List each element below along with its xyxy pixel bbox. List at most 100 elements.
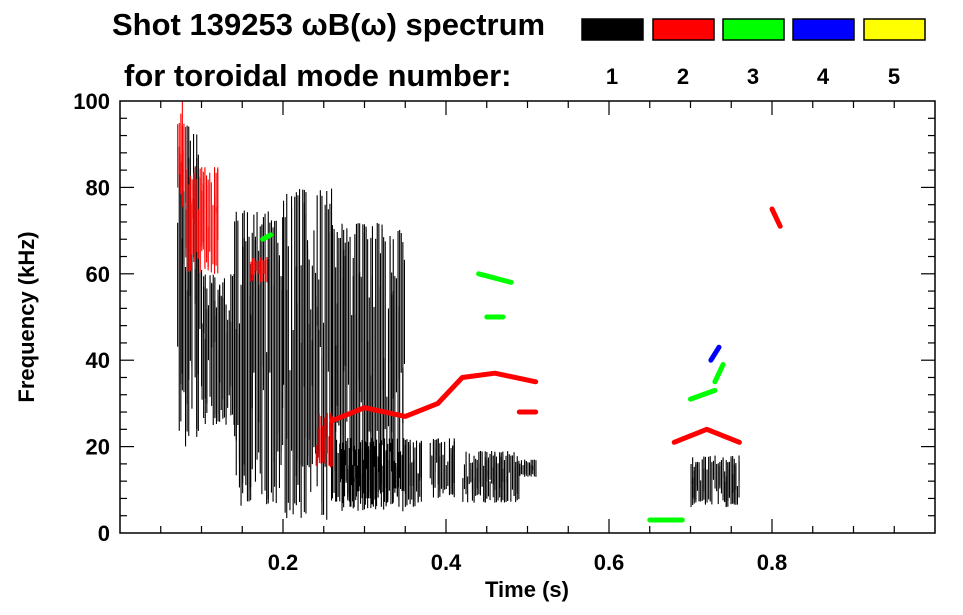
mode-1-stroke — [351, 315, 353, 486]
mode-2-stroke — [181, 101, 183, 207]
mode-1-stroke — [316, 307, 318, 487]
mode-1-stroke — [305, 192, 307, 438]
mode-1-stroke — [388, 438, 390, 491]
mode-1-stroke — [698, 469, 700, 502]
mode-1-region-6 — [429, 438, 455, 498]
mode-1-stroke — [724, 471, 726, 502]
y-tick-label: 60 — [86, 262, 110, 287]
mode-1-stroke — [338, 237, 340, 426]
mode-1-stroke — [727, 462, 729, 507]
x-tick-label: 0.8 — [757, 550, 788, 575]
mode-1-stroke — [479, 450, 481, 483]
mode-1-stroke — [442, 468, 444, 494]
spectrum-data — [177, 101, 783, 523]
mode-1-stroke — [419, 442, 421, 481]
mode-1-stroke — [716, 464, 718, 492]
mode-1-stroke — [516, 456, 518, 501]
mode-1-stroke — [261, 224, 263, 495]
mode-2-region-1 — [185, 166, 219, 274]
mode-2-stroke — [328, 436, 330, 466]
mode-1-region-9 — [690, 455, 740, 508]
mode-1-stroke — [269, 222, 271, 373]
mode-2-stroke — [194, 166, 196, 270]
mode-1-stroke — [730, 458, 732, 504]
mode-1-stroke — [355, 449, 357, 501]
legend-label-mode-3: 3 — [747, 64, 759, 89]
mode-1-stroke — [371, 438, 373, 505]
title-group: Shot 139253 ωB(ω) spectrum for toroidal … — [112, 7, 545, 93]
mode-1-stroke — [392, 239, 394, 503]
mode-1-stroke — [223, 278, 225, 418]
mode-1-stroke — [404, 444, 406, 494]
mode-1-stroke — [690, 481, 692, 508]
mode-1-stroke — [275, 220, 277, 504]
mode-1-stroke — [370, 375, 372, 509]
mode-1-stroke — [326, 191, 328, 520]
mode-2-stroke — [317, 428, 319, 458]
mode-1-stroke — [259, 226, 261, 474]
mode-1-stroke — [341, 223, 343, 511]
mode-1-stroke — [243, 237, 245, 465]
mode-1-stroke — [393, 460, 395, 489]
mode-1-stroke — [475, 458, 477, 496]
mode-1-stroke — [383, 237, 385, 477]
mode-1-stroke — [510, 455, 512, 502]
mode-1-stroke — [292, 330, 294, 515]
legend: 1 2 3 4 5 — [581, 18, 926, 89]
mode-1-stroke — [311, 340, 313, 465]
series-mode-3 — [260, 232, 726, 523]
mode-1-stroke — [361, 448, 363, 491]
mode-1-stroke — [717, 463, 719, 505]
mode-1-stroke — [733, 458, 735, 505]
mode-1-stroke — [515, 461, 517, 503]
mode-1-stroke — [532, 465, 534, 475]
mode-1-stroke — [233, 274, 235, 425]
mode-3-track-1 — [476, 271, 514, 285]
mode-2-stroke — [217, 169, 219, 274]
mode-1-stroke — [327, 209, 329, 372]
mode-1-stroke — [297, 195, 299, 485]
mode-1-stroke — [532, 459, 534, 471]
mode-1-stroke — [370, 237, 372, 433]
mode-2-stroke — [193, 174, 195, 226]
mode-1-stroke — [384, 241, 386, 430]
mode-2-stroke — [325, 413, 327, 437]
mode-1-stroke — [492, 455, 494, 485]
y-tick-label: 100 — [73, 89, 110, 114]
mode-1-stroke — [339, 238, 341, 483]
mode-1-stroke — [316, 195, 318, 326]
mode-1-stroke — [313, 230, 315, 448]
mode-1-stroke — [315, 296, 317, 453]
mode-1-stroke — [463, 464, 465, 489]
mode-1-stroke — [397, 230, 399, 380]
mode-1-stroke — [230, 274, 232, 416]
mode-3-track-5 — [712, 362, 726, 385]
mode-2-region-2 — [250, 257, 268, 283]
mode-1-stroke — [489, 481, 491, 501]
mode-1-stroke — [483, 465, 485, 502]
mode-2-stroke — [188, 184, 190, 272]
mode-1-stroke — [272, 284, 274, 462]
mode-1-stroke — [692, 477, 694, 498]
mode-1-stroke — [505, 477, 507, 502]
mode-1-stroke — [323, 322, 325, 515]
mode-1-stroke — [452, 445, 454, 495]
mode-1-stroke — [411, 462, 413, 500]
mode-1-stroke — [468, 453, 470, 485]
mode-1-stroke — [336, 232, 338, 423]
mode-1-stroke — [331, 301, 333, 497]
mode-1-stroke — [700, 480, 702, 502]
mode-1-stroke — [359, 223, 361, 487]
mode-2-stroke — [256, 262, 258, 282]
mode-1-stroke — [347, 438, 349, 501]
mode-2-stroke — [250, 261, 252, 282]
mode-1-stroke — [311, 265, 313, 386]
y-tick-label: 0 — [98, 521, 110, 546]
mode-1-stroke — [712, 460, 714, 480]
mode-1-stroke — [420, 440, 422, 478]
mode-1-stroke — [384, 452, 386, 502]
legend-swatch-mode-3 — [722, 18, 785, 41]
mode-1-stroke — [250, 264, 252, 488]
mode-1-stroke — [237, 220, 239, 425]
